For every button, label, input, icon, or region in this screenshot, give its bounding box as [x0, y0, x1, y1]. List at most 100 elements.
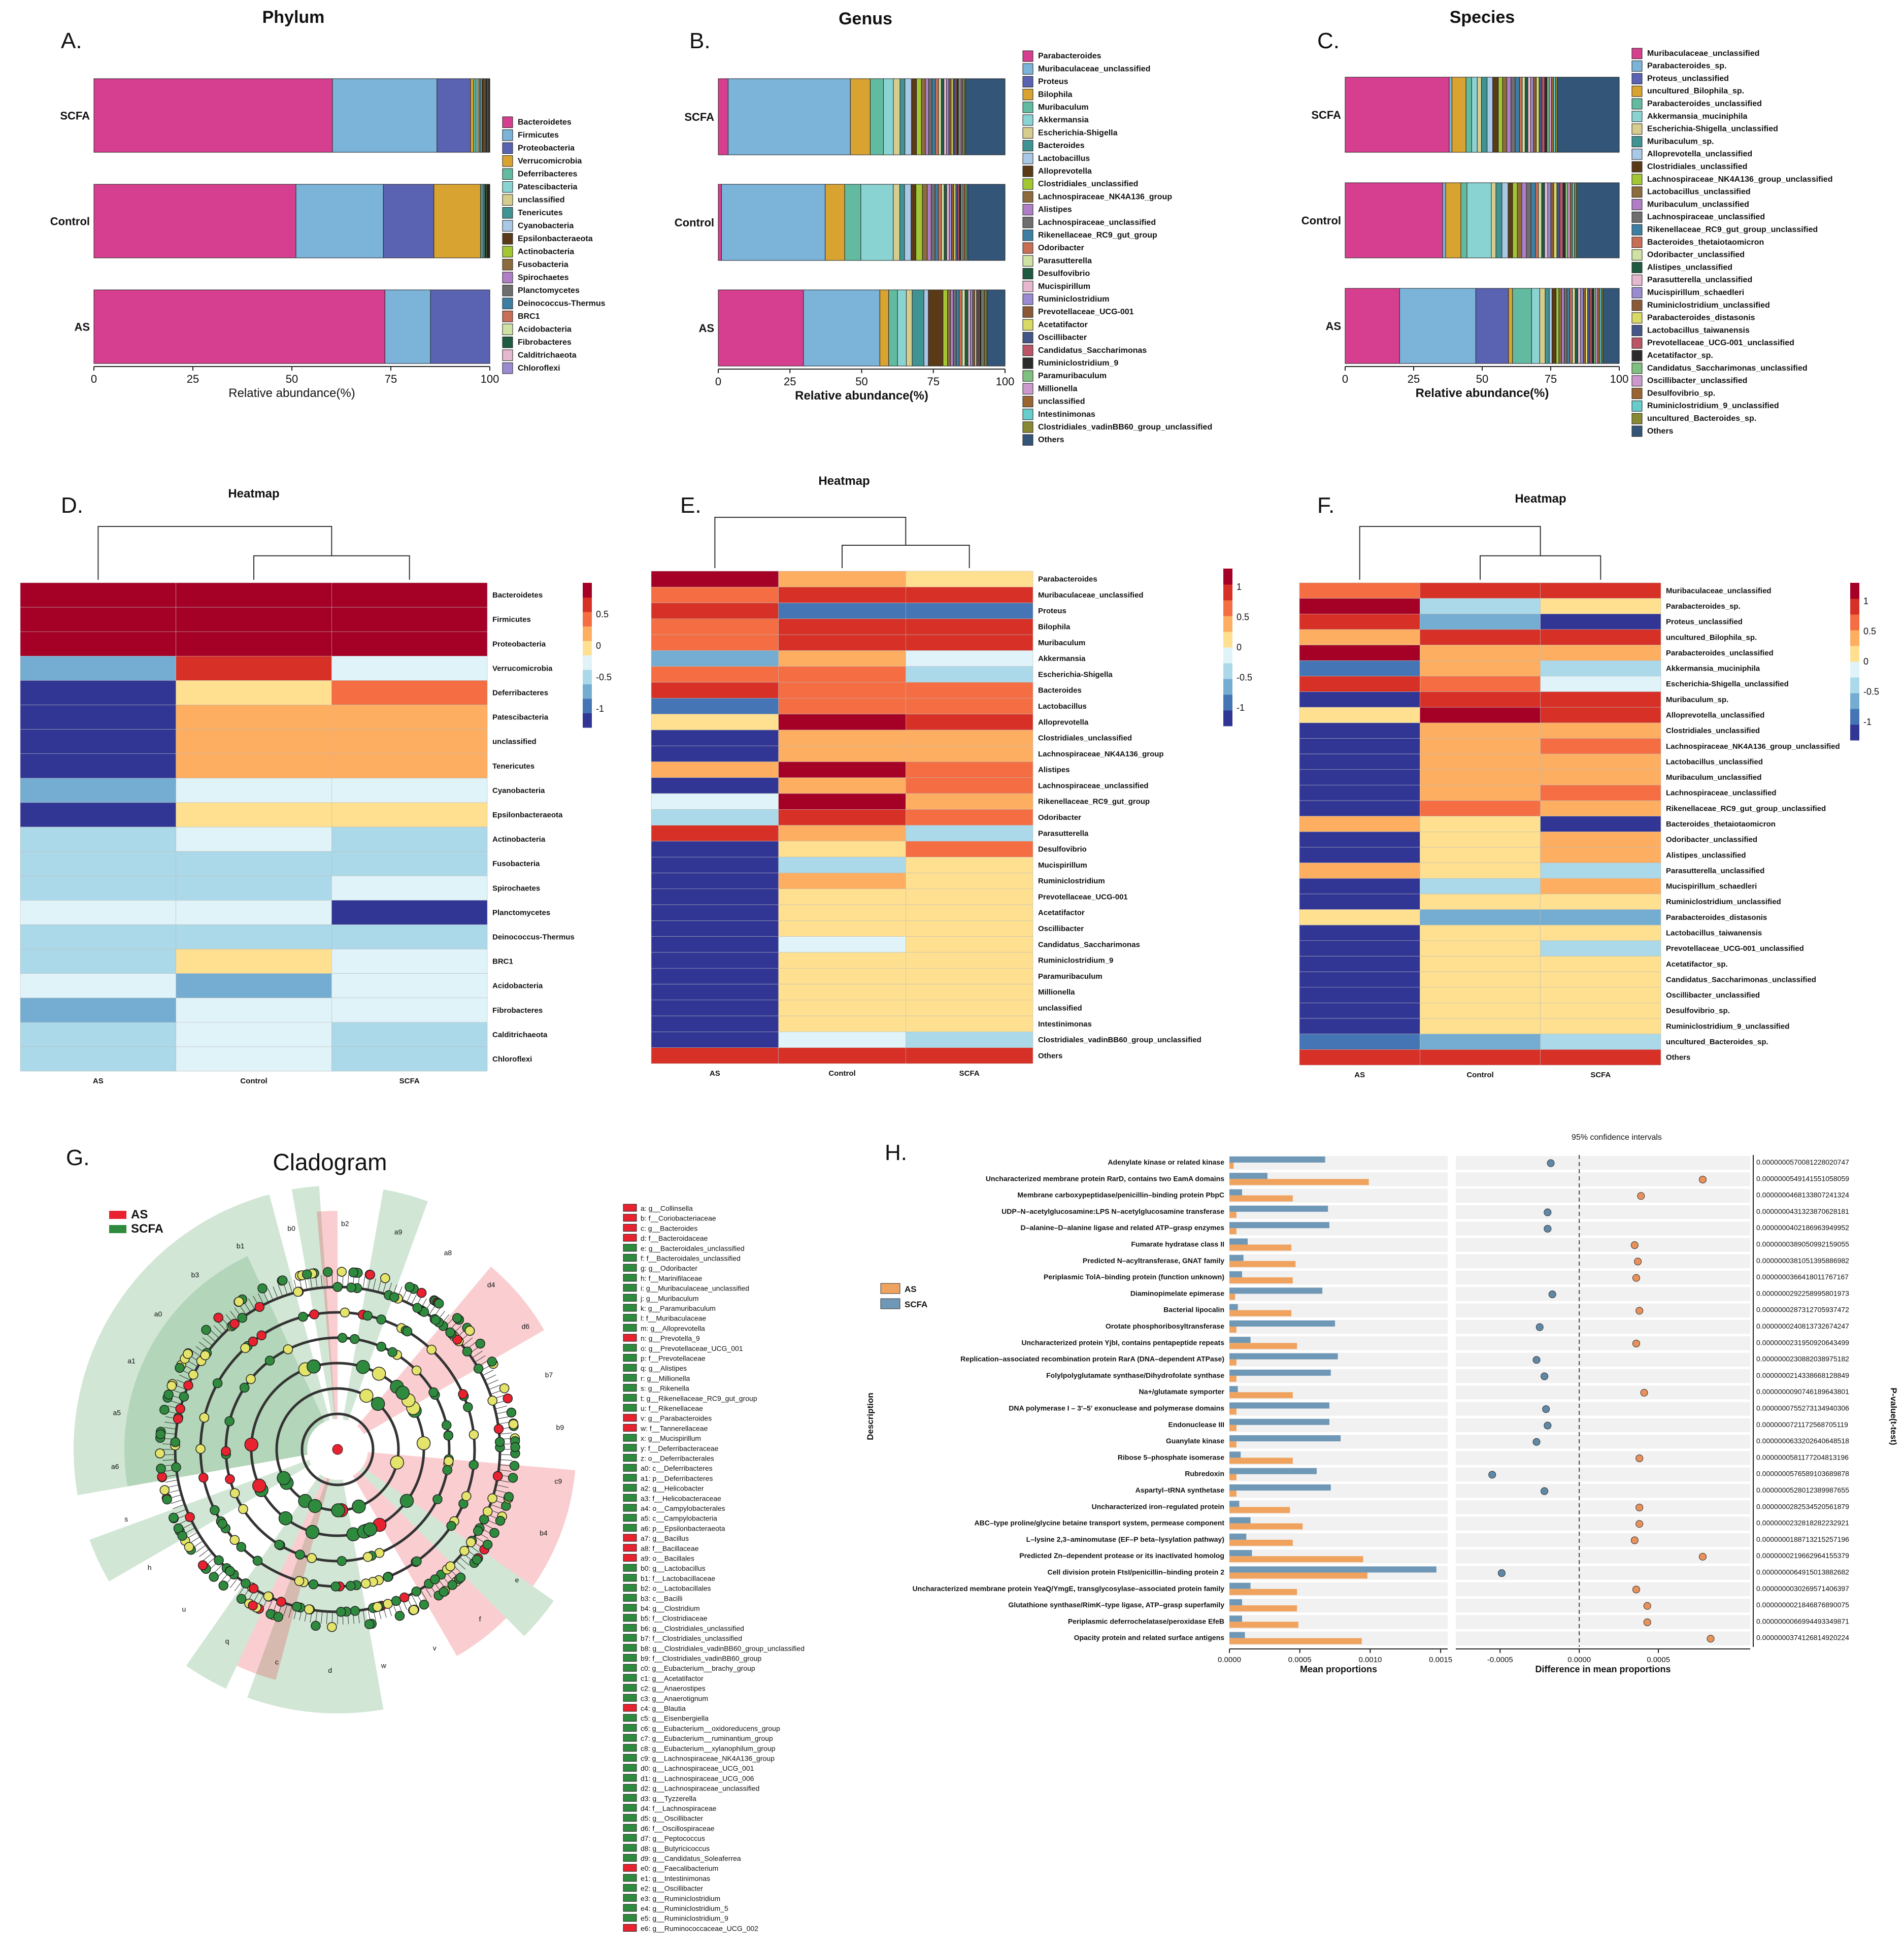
clade-legend-swatch: [623, 1204, 637, 1212]
bar-segment: [911, 184, 916, 261]
clade-node: [376, 1341, 386, 1352]
legend-swatch: [1022, 166, 1033, 177]
feature-label: Endonuclease III: [1168, 1420, 1224, 1429]
bar-segment: [1569, 182, 1573, 258]
feature-label: Diaminopimelate epimerase: [1130, 1289, 1224, 1297]
heat-cell: [778, 888, 906, 905]
diff-point: [1635, 1454, 1644, 1463]
clade-node: [465, 1537, 476, 1547]
clade-legend-label: w: f__Tannerellaceae: [640, 1424, 708, 1432]
clade-legend-swatch: [623, 1564, 637, 1572]
legend-label: Desulfovibrio: [1038, 270, 1090, 278]
colorbar-step: [583, 699, 592, 713]
legend-label: Bilophila: [1038, 90, 1073, 99]
heat-cell: [1299, 987, 1420, 1003]
clade-node: [308, 1579, 319, 1590]
bar-scfa: [1229, 1484, 1331, 1491]
bar-scfa: [1229, 1320, 1335, 1327]
bar-segment: [923, 289, 929, 367]
bar-scfa: [1229, 1632, 1245, 1638]
heat-cell: [20, 900, 176, 925]
legend-label: Clostridiales_unclassified: [1038, 180, 1138, 188]
row-label: Bacteroides_thetaiotaomicron: [1666, 820, 1776, 829]
bar-segment: [955, 184, 958, 261]
heat-cell: [906, 873, 1033, 889]
bar-segment: [965, 78, 1006, 155]
heat-cell: [176, 1022, 332, 1047]
heat-cell: [1420, 598, 1541, 614]
p-value: 0.0000000030269571406397: [1756, 1584, 1849, 1593]
col-label: Control: [240, 1077, 267, 1085]
tree-leaf-edge: [499, 1459, 513, 1461]
heat-cell: [778, 777, 906, 794]
heat-cell: [1299, 956, 1420, 972]
legend-label: Lachnospiraceae_NK4A136_group: [1038, 192, 1172, 201]
bar-segment: [1536, 77, 1540, 153]
diff-point: [1637, 1192, 1645, 1200]
row-label: Lachnospiraceae_unclassified: [1666, 789, 1777, 798]
legend-label: AS: [131, 1208, 148, 1221]
bar-segment: [1466, 182, 1492, 258]
legend-swatch: [1631, 425, 1643, 437]
clade-highlight-scfa: [359, 1467, 554, 1636]
clade-node: [372, 1602, 383, 1612]
clade-node: [214, 1555, 224, 1566]
bar-segment: [967, 184, 1006, 261]
heat-cell: [906, 856, 1033, 873]
heat-cell: [331, 729, 488, 754]
legend-swatch: [1631, 148, 1643, 160]
heat-cell: [1299, 816, 1420, 832]
clade-legend-swatch: [623, 1904, 637, 1912]
feature-label: Guanylate kinase: [1166, 1437, 1224, 1445]
colorbar-label: -1: [1237, 703, 1245, 713]
clade-legend-label: c: g__Bacteroides: [641, 1224, 697, 1232]
row-label: Rikenellaceae_RC9_gut_group_unclassified: [1666, 804, 1826, 813]
row-label: Oscillibacter: [1038, 924, 1084, 933]
heat-cell: [906, 952, 1033, 969]
tree-leaf-edge: [484, 1374, 496, 1381]
legend-swatch: [1631, 262, 1643, 273]
heat-cell: [906, 762, 1033, 778]
legend-label: Muribaculum_unclassified: [1647, 200, 1749, 209]
clade-label: b3: [191, 1271, 199, 1279]
diff-point: [1497, 1569, 1506, 1577]
legend-swatch: [1631, 48, 1643, 59]
clade-legend-label: b0: g__Lactobacillus: [641, 1564, 706, 1572]
heat-cell: [1299, 878, 1420, 895]
heat-cell: [906, 888, 1033, 905]
row-label: unclassified: [492, 738, 537, 746]
heat-cell: [20, 875, 176, 901]
heat-cell: [331, 875, 488, 901]
colorbar-step: [1850, 709, 1859, 725]
clade-legend-label: d0: g__Lachnospiraceae_UCG_001: [641, 1764, 754, 1772]
legend-label: Muribaculaceae_unclassified: [1647, 49, 1759, 58]
bar-segment: [295, 184, 384, 258]
p-value: 0.0000000230882038975182: [1756, 1355, 1849, 1363]
heat-cell: [1420, 816, 1541, 832]
clade-node: [274, 1539, 284, 1550]
legend-swatch: [1022, 255, 1033, 267]
bar-segment: [489, 78, 490, 153]
clade-node: [445, 1327, 455, 1338]
legend-swatch: [1022, 229, 1033, 241]
bar-segment: [1602, 288, 1620, 364]
heat-cell: [651, 777, 779, 794]
heat-cell: [651, 745, 779, 762]
bar-scfa: [1229, 1582, 1251, 1589]
legend-label: Lactobacillus: [1038, 154, 1090, 163]
phylum-panel: Phylum A. SCFA Control AS 0 25 50 75 100 Relative …: [50, 8, 606, 400]
clade-legend-swatch: [623, 1284, 637, 1292]
bar-as: [1229, 1441, 1237, 1448]
clade-node: [482, 1506, 493, 1517]
legend-label: Paramuribaculum: [1038, 372, 1107, 380]
p-value: 0.0000000633202640648518: [1756, 1437, 1849, 1445]
heat-cell: [331, 607, 488, 632]
p-value: 0.0000000721172568705119: [1756, 1420, 1848, 1429]
clade-legend-label: m: g__Alloprevotella: [641, 1324, 705, 1332]
clade-legend-swatch: [623, 1794, 637, 1802]
heat-cell: [20, 680, 176, 705]
bar-segment: [953, 78, 956, 155]
clade-legend-label: e: g__Bacteroidales_unclassified: [641, 1244, 745, 1252]
legend-label: Tenericutes: [518, 209, 563, 217]
clade-node: [405, 1282, 415, 1292]
